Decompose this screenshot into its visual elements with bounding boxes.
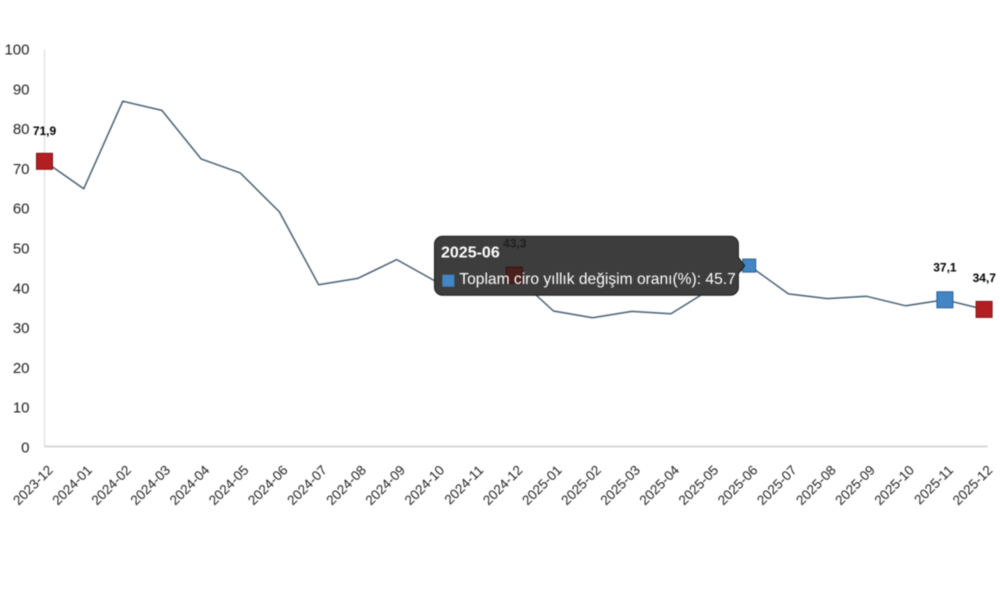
svg-text:71,9: 71,9 [33,124,57,138]
svg-text:43,3: 43,3 [503,236,527,250]
svg-text:20: 20 [13,360,30,377]
svg-text:60: 60 [13,201,30,218]
svg-text:34,7: 34,7 [973,271,997,285]
svg-text:90: 90 [13,81,30,98]
svg-text:37,1: 37,1 [933,261,957,275]
svg-text:50: 50 [13,241,30,258]
svg-text:2025-06: 2025-06 [441,245,500,262]
svg-text:100: 100 [4,42,29,59]
svg-text:10: 10 [13,400,30,417]
svg-text:30: 30 [13,320,30,337]
svg-text:0: 0 [21,440,29,457]
svg-text:Toplam ciro yıllık değişim ora: Toplam ciro yıllık değişim oranı(%): 45.… [459,271,735,288]
svg-text:70: 70 [13,161,30,178]
svg-text:40: 40 [13,280,30,297]
svg-text:80: 80 [13,121,30,138]
